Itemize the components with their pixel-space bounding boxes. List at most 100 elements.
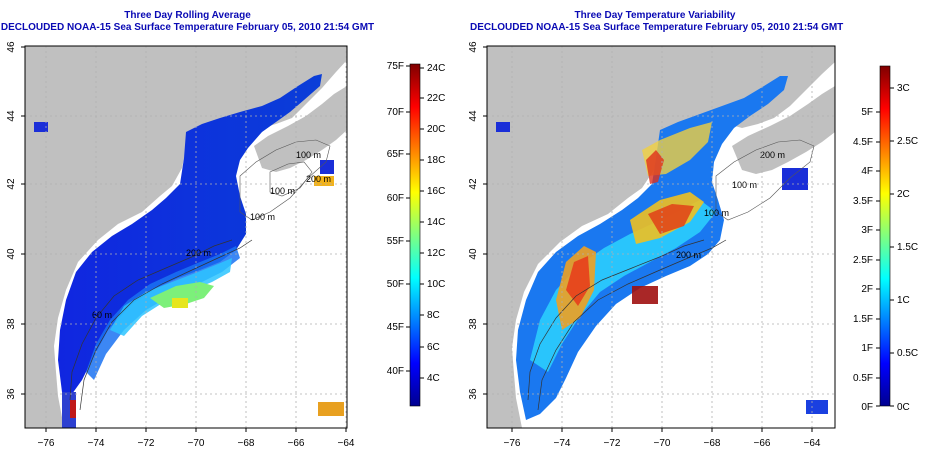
right-cb-f-5: 5F [861, 107, 873, 118]
right-cb-c-0-5: 0.5C [897, 348, 918, 359]
right-map-frame [486, 45, 836, 429]
left-y-tick-44: 44 [6, 110, 17, 122]
left-cb-f-55: 55F [387, 236, 404, 247]
left-map-depth-label-6: 60 m [92, 310, 112, 320]
left-map-frame [24, 45, 348, 429]
right-y-tick-40: 40 [468, 248, 479, 260]
right-map-depth-label-3: 100 m [704, 208, 729, 218]
right-x-tick-72: −72 [604, 438, 621, 449]
right-map-gulf-patch [806, 400, 828, 414]
left-map-sst-shelf [58, 74, 322, 394]
left-map-sst-green [150, 282, 214, 308]
left-y-tick-40: 40 [6, 248, 17, 260]
right-cb-c-2-5: 2.5C [897, 136, 918, 147]
right-map-depth-label-2: 100 m [732, 180, 757, 190]
right-y-tick-42: 42 [468, 178, 479, 190]
right-map-contour-georges [715, 139, 815, 221]
left-x-tick-76: −76 [38, 438, 55, 449]
left-cb-c-18: 18C [427, 155, 445, 166]
left-y-tick-38: 38 [6, 318, 17, 330]
right-cb-f-1-5: 1.5F [853, 314, 873, 325]
left-map-land [25, 46, 347, 428]
left-map-sst-orange-patch [314, 176, 334, 186]
right-cb-f-3: 3F [861, 225, 873, 236]
right-cb-f-0: 0F [861, 402, 873, 413]
right-cb-f-3-5: 3.5F [853, 196, 873, 207]
left-cb-c-12: 12C [427, 248, 445, 259]
left-x-tick-72: −72 [138, 438, 155, 449]
left-map-depth-label-5: 200 m [186, 248, 211, 258]
right-map-contour-60m [527, 239, 705, 401]
right-cb-f-0-5: 0.5F [853, 373, 873, 384]
left-cb-c-4: 4C [427, 373, 440, 384]
left-map-axes: −76 −74 −72 −70 −68 −66 −64 36 38 40 42 … [6, 41, 355, 449]
left-map-depth-label-4: 100 m [250, 212, 275, 222]
left-cb-c-6: 6C [427, 342, 440, 353]
right-colorbar-gradient [879, 65, 891, 407]
right-map-lake [496, 122, 510, 132]
right-map-north-red [646, 150, 664, 184]
left-x-tick-64: −64 [338, 438, 355, 449]
left-map-sst-gulf-patch [318, 402, 344, 416]
left-cb-c-22: 22C [427, 93, 445, 104]
left-cb-f-40: 40F [387, 366, 404, 377]
right-x-tick-74: −74 [554, 438, 571, 449]
right-map-title: Three Day Temperature Variability DECLOU… [470, 10, 844, 34]
right-map-depth-label-1: 200 m [760, 150, 785, 160]
left-cb-c-10: 10C [427, 279, 445, 290]
left-map-nova-scotia [254, 86, 347, 172]
right-map-red-patch-1 [566, 256, 590, 306]
left-cb-f-70: 70F [387, 107, 404, 118]
right-map-offshore-blue [782, 168, 808, 190]
right-map-subtitle: DECLOUDED NOAA-15 Sea Surface Temperatur… [470, 22, 844, 33]
right-y-tick-44: 44 [468, 110, 479, 122]
left-cb-f-50: 50F [387, 279, 404, 290]
left-map-contour-60m [69, 239, 233, 401]
right-x-tick-76: −76 [504, 438, 521, 449]
right-cb-c-1-5: 1.5C [897, 242, 918, 253]
left-cb-c-8: 8C [427, 310, 440, 321]
left-cb-f-75: 75F [387, 61, 404, 72]
right-cb-c-1: 1C [897, 295, 910, 306]
right-x-tick-66: −66 [754, 438, 771, 449]
right-cb-f-1: 1F [861, 343, 873, 354]
left-map-sst-yellow [172, 298, 188, 308]
left-cb-f-45: 45F [387, 322, 404, 333]
left-y-tick-46: 46 [6, 41, 17, 53]
left-cb-c-16: 16C [427, 186, 445, 197]
right-cb-c-2: 2C [897, 189, 910, 200]
right-map-axes: −76 −74 −72 −70 −68 −66 −64 36 38 40 42 … [468, 41, 821, 449]
right-cb-f-2-5: 2.5F [853, 255, 873, 266]
right-map-contour-200m [537, 239, 727, 411]
right-cb-c-3: 3C [897, 83, 910, 94]
right-x-tick-68: −68 [704, 438, 721, 449]
right-map-nova-scotia [732, 86, 835, 174]
right-map-dark-red-patch [632, 286, 658, 304]
right-y-tick-46: 46 [468, 41, 479, 53]
left-colorbar-gradient [409, 63, 421, 407]
right-map-depth-label-4: 200 m [676, 250, 701, 260]
left-map-contour-shelf [269, 161, 313, 197]
right-map-cyan-band [530, 200, 716, 372]
left-x-tick-68: −68 [238, 438, 255, 449]
left-map-depth-label-1: 100 m [296, 150, 321, 160]
right-map-title-line1: Three Day Temperature Variability [574, 10, 736, 21]
right-x-tick-70: −70 [654, 438, 671, 449]
right-colorbar: 5F 4.5F 4F 3.5F 3F 2.5F 2F 1.5F 1F 0.5F … [853, 65, 918, 413]
right-map: 200 m 100 m 100 m 200 m [468, 41, 836, 449]
left-map-subtitle: DECLOUDED NOAA-15 Sea Surface Temperatur… [0, 22, 375, 33]
right-y-tick-38: 38 [468, 318, 479, 330]
right-map-grid [487, 46, 835, 428]
left-map-grid [25, 46, 347, 428]
left-map-depth-label-3: 100 m [270, 186, 295, 196]
left-cb-f-60: 60F [387, 193, 404, 204]
left-map-sst-hot-spot [70, 400, 76, 418]
right-cb-f-2: 2F [861, 284, 873, 295]
left-cb-c-20: 20C [427, 124, 445, 135]
left-colorbar: 75F 70F 65F 60F 55F 50F 45F 40F 24C 22C … [387, 61, 445, 407]
left-x-tick-66: −66 [288, 438, 305, 449]
right-cb-c-0: 0C [897, 402, 910, 413]
left-cb-f-65: 65F [387, 149, 404, 160]
right-x-tick-64: −64 [804, 438, 821, 449]
